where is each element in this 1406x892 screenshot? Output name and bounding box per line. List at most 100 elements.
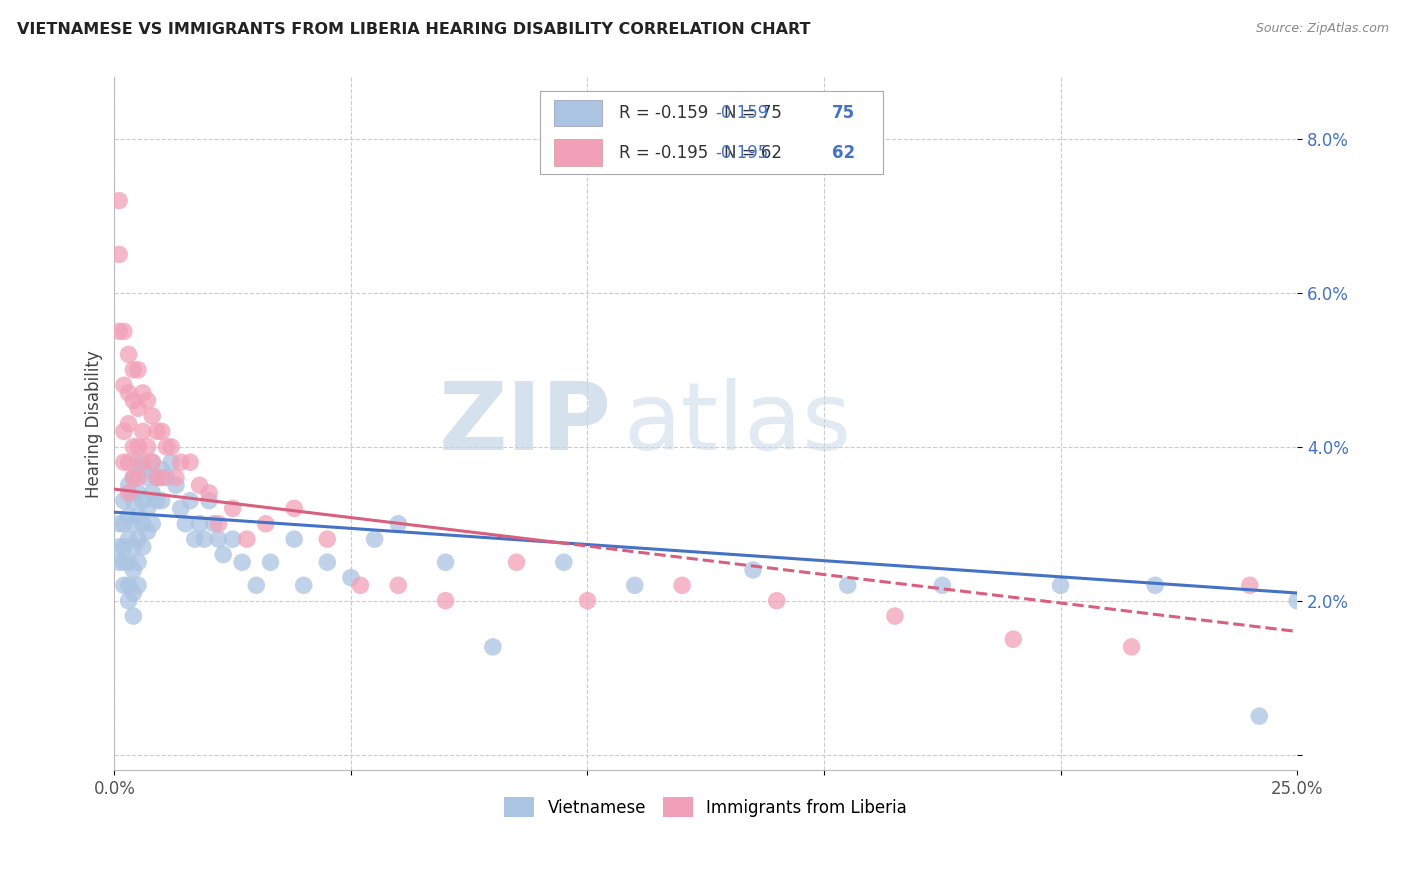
- Point: [108, 194, 131, 208]
- Point: [505, 555, 527, 569]
- Point: [136, 470, 159, 484]
- Point: [316, 555, 339, 569]
- Point: [127, 363, 149, 377]
- Point: [146, 493, 169, 508]
- Point: [112, 540, 135, 554]
- Point: [1049, 578, 1071, 592]
- Point: [108, 540, 131, 554]
- Legend: Vietnamese, Immigrants from Liberia: Vietnamese, Immigrants from Liberia: [498, 790, 914, 824]
- Point: [117, 532, 139, 546]
- Point: [150, 425, 173, 439]
- Point: [146, 470, 169, 484]
- Point: [122, 540, 145, 554]
- Point: [236, 532, 259, 546]
- Point: [112, 425, 135, 439]
- Point: [165, 470, 187, 484]
- Point: [146, 425, 169, 439]
- Point: [108, 247, 131, 261]
- Point: [112, 455, 135, 469]
- Point: [132, 540, 155, 554]
- Point: [482, 640, 505, 654]
- Point: [671, 578, 693, 592]
- Point: [1381, 593, 1403, 607]
- Point: [884, 609, 907, 624]
- Point: [136, 524, 159, 539]
- Point: [155, 470, 177, 484]
- Point: [150, 493, 173, 508]
- Point: [174, 516, 197, 531]
- Point: [127, 486, 149, 500]
- Point: [231, 555, 253, 569]
- Point: [122, 470, 145, 484]
- Text: Source: ZipAtlas.com: Source: ZipAtlas.com: [1256, 22, 1389, 36]
- Point: [112, 516, 135, 531]
- Point: [117, 593, 139, 607]
- Point: [127, 578, 149, 592]
- Point: [212, 548, 235, 562]
- Point: [127, 470, 149, 484]
- Point: [169, 501, 191, 516]
- Point: [117, 386, 139, 401]
- Point: [184, 532, 207, 546]
- Point: [122, 363, 145, 377]
- Point: [108, 555, 131, 569]
- Point: [127, 455, 149, 469]
- Point: [117, 455, 139, 469]
- Point: [188, 516, 211, 531]
- Point: [141, 486, 163, 500]
- Point: [742, 563, 765, 577]
- Point: [132, 493, 155, 508]
- Point: [1144, 578, 1167, 592]
- Point: [122, 393, 145, 408]
- Point: [122, 609, 145, 624]
- Point: [387, 516, 409, 531]
- Point: [122, 493, 145, 508]
- Point: [623, 578, 645, 592]
- Point: [292, 578, 315, 592]
- Point: [1121, 640, 1143, 654]
- Point: [207, 516, 229, 531]
- Point: [202, 516, 225, 531]
- Point: [283, 532, 305, 546]
- Point: [112, 555, 135, 569]
- Point: [349, 578, 371, 592]
- Point: [122, 516, 145, 531]
- Point: [136, 440, 159, 454]
- Point: [108, 324, 131, 338]
- Point: [179, 455, 201, 469]
- Point: [316, 532, 339, 546]
- Point: [112, 378, 135, 392]
- Text: VIETNAMESE VS IMMIGRANTS FROM LIBERIA HEARING DISABILITY CORRELATION CHART: VIETNAMESE VS IMMIGRANTS FROM LIBERIA HE…: [17, 22, 810, 37]
- Point: [132, 516, 155, 531]
- Point: [1249, 709, 1271, 723]
- Point: [179, 493, 201, 508]
- Point: [141, 516, 163, 531]
- Point: [1333, 640, 1355, 654]
- Point: [117, 578, 139, 592]
- Point: [221, 501, 243, 516]
- Point: [141, 409, 163, 423]
- Point: [259, 555, 281, 569]
- Point: [1405, 671, 1406, 685]
- Point: [127, 555, 149, 569]
- Point: [1002, 632, 1025, 647]
- Point: [150, 463, 173, 477]
- Point: [150, 470, 173, 484]
- Point: [1239, 578, 1261, 592]
- Point: [207, 532, 229, 546]
- Point: [136, 393, 159, 408]
- Point: [576, 593, 599, 607]
- Point: [165, 478, 187, 492]
- Point: [117, 486, 139, 500]
- Point: [160, 455, 183, 469]
- Point: [434, 555, 457, 569]
- Point: [155, 440, 177, 454]
- Point: [117, 347, 139, 361]
- Point: [132, 386, 155, 401]
- Point: [136, 501, 159, 516]
- Point: [127, 440, 149, 454]
- Point: [188, 478, 211, 492]
- Point: [931, 578, 953, 592]
- Point: [112, 324, 135, 338]
- Point: [340, 571, 363, 585]
